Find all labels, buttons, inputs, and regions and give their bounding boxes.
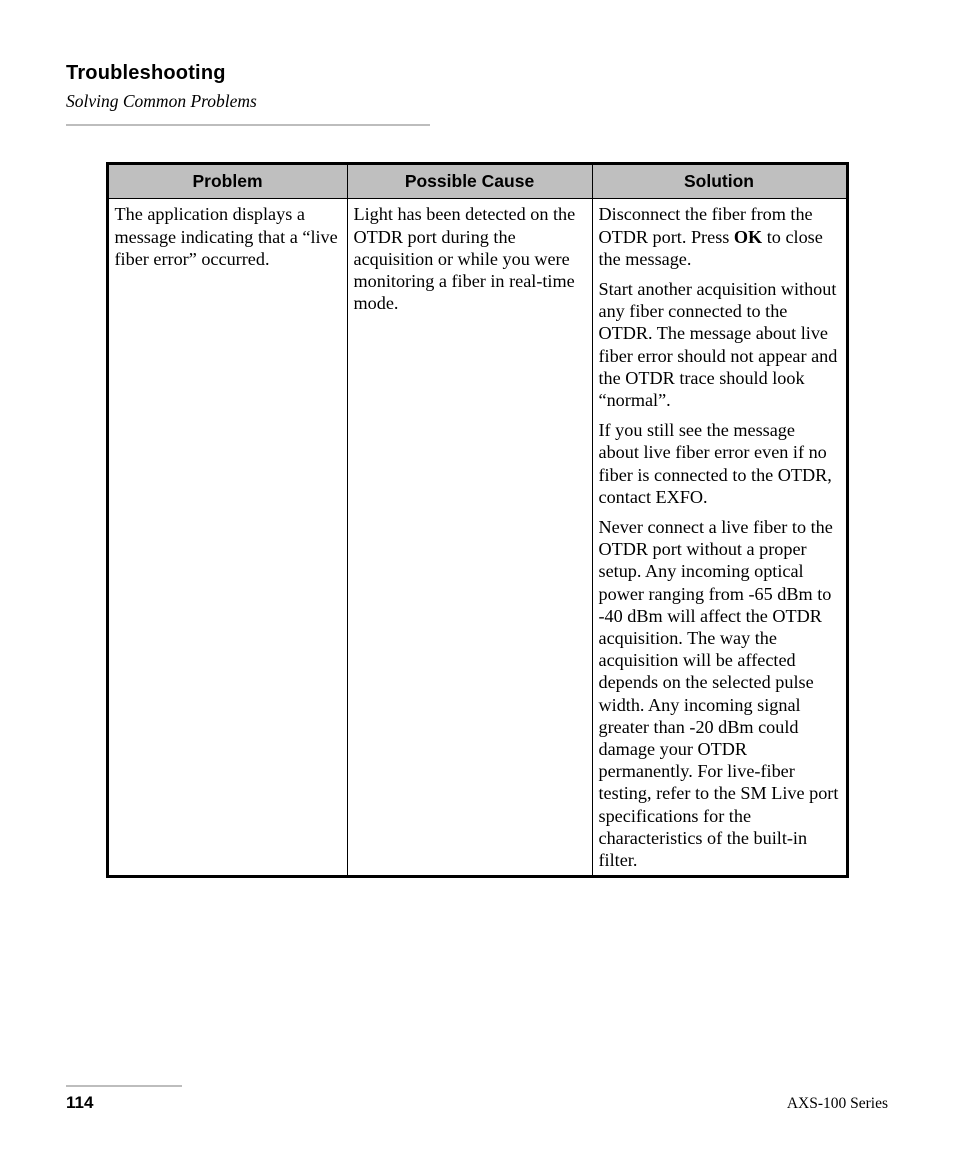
cell-solution: Disconnect the fiber from the OTDR port.… <box>592 199 847 877</box>
product-series: AXS-100 Series <box>787 1095 888 1113</box>
page-footer: 114 AXS-100 Series <box>66 1085 888 1113</box>
troubleshooting-table: Problem Possible Cause Solution The appl… <box>106 162 849 878</box>
solution-paragraph: If you still see the message about live … <box>599 419 840 508</box>
col-header-solution: Solution <box>592 164 847 199</box>
page: Troubleshooting Solving Common Problems … <box>0 0 954 1159</box>
col-header-cause: Possible Cause <box>347 164 592 199</box>
col-header-problem: Problem <box>107 164 347 199</box>
footer-rule <box>66 1085 182 1087</box>
table-header-row: Problem Possible Cause Solution <box>107 164 847 199</box>
solution-paragraph: Start another acquisition without any fi… <box>599 278 840 411</box>
solution-paragraph: Never connect a live fiber to the OTDR p… <box>599 516 840 871</box>
cell-problem: The application displays a message indic… <box>107 199 347 877</box>
header-rule <box>66 124 430 126</box>
ok-keyword: OK <box>734 227 762 247</box>
cell-cause: Light has been detected on the OTDR port… <box>347 199 592 877</box>
section-title: Troubleshooting <box>66 62 888 85</box>
page-number: 114 <box>66 1093 93 1113</box>
table-row: The application displays a message indic… <box>107 199 847 877</box>
section-subtitle: Solving Common Problems <box>66 91 888 112</box>
solution-paragraph: Disconnect the fiber from the OTDR port.… <box>599 203 840 270</box>
